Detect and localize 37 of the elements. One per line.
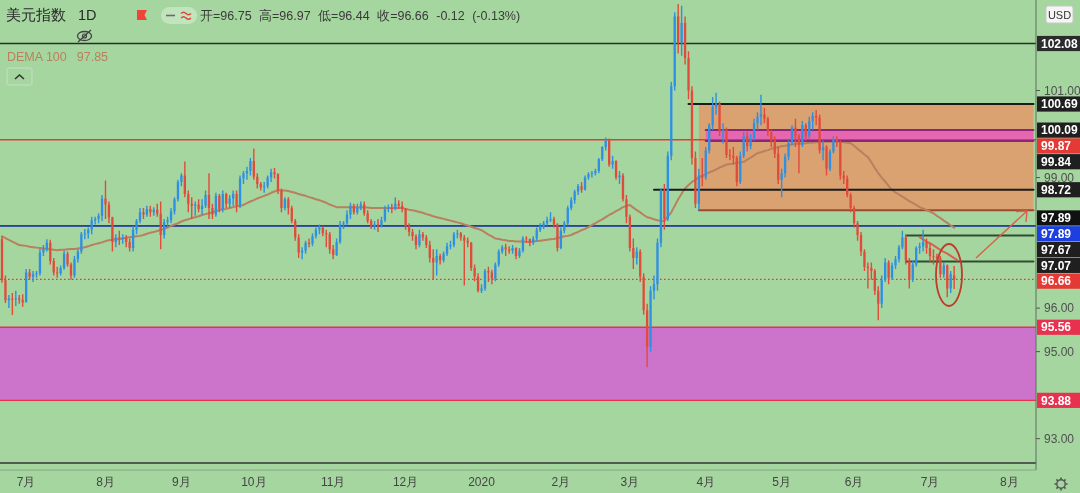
x-tick-label: 7月 (920, 475, 940, 489)
y-axis-title: USD (1047, 8, 1072, 21)
ref-line-label: 95.56 (1041, 320, 1072, 335)
x-tick-label: 7月 (16, 475, 36, 489)
annotation: 97.85 (76, 50, 109, 64)
text: 美元指数 1D (6, 7, 97, 23)
data-label: 100.09 (1041, 123, 1079, 138)
data-label: 99.84 (1041, 154, 1072, 169)
x-tick-label: 3月 (620, 475, 640, 489)
data-label: 98.72 (1041, 182, 1072, 197)
x-tick-label: 2020 (468, 475, 496, 489)
y-tick-label: 95.00 (1044, 344, 1075, 359)
x-tick-label: 11月 (320, 475, 346, 489)
ref-line-label: 99.87 (1041, 139, 1072, 154)
y-tick-label: 99.00 (1044, 170, 1075, 185)
x-tick-label: 5月 (772, 475, 792, 489)
x-tick-label: 6月 (844, 475, 864, 489)
x-tick-label: 2月 (551, 475, 571, 489)
text: DEMA 100 (7, 50, 67, 64)
x-tick-label: 12月 (392, 475, 419, 489)
ref-line-label: 97.89 (1041, 226, 1072, 241)
x-tick-label: 8月 (96, 475, 115, 489)
x-tick-label: 10月 (241, 475, 267, 489)
ref-line-label: 102.08 (1041, 36, 1079, 51)
ref-line-label: 97.89 (1041, 211, 1072, 226)
ref-line-label: 96.66 (1041, 274, 1072, 289)
data-label: 100.69 (1041, 97, 1079, 112)
y-tick-label: 93.00 (1044, 431, 1075, 446)
x-tick-label: 4月 (696, 475, 716, 489)
data-label: 97.67 (1041, 242, 1072, 257)
y-tick-label: 101.00 (1044, 83, 1080, 98)
text: 开=96.75 高=96.97 低=96.44 收=96.66 -0.12 (-0.13%) (200, 8, 521, 23)
ref-line-label: 93.88 (1041, 393, 1072, 408)
x-tick-label: 9月 (172, 475, 191, 489)
y-tick-label: 96.00 (1044, 301, 1075, 316)
x-tick-label: 8月 (1000, 475, 1019, 489)
data-label: 97.07 (1041, 258, 1072, 273)
